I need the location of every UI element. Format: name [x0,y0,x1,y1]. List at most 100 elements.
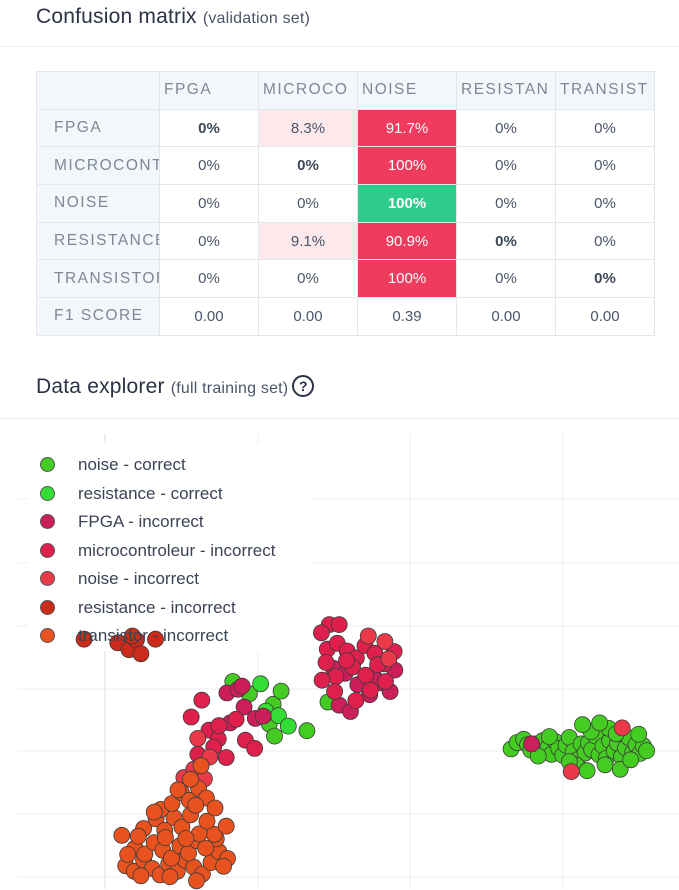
confusion-matrix-f1-row: F1 SCORE 0.00 0.00 0.39 0.00 0.00 [36,297,655,336]
data-explorer-scatter-plot[interactable] [0,419,679,890]
scatter-point[interactable] [313,671,331,689]
scatter-point[interactable] [187,796,205,814]
scatter-point[interactable] [198,812,216,830]
confusion-matrix-title-text: Confusion matrix [36,5,197,28]
scatter-point[interactable] [189,729,207,747]
scatter-point[interactable] [312,624,330,642]
legend-item-noise-incorrect[interactable]: noise - incorrect [38,562,338,591]
scatter-point[interactable] [145,803,163,821]
scatter-point[interactable] [235,698,253,716]
scatter-point[interactable] [596,756,614,774]
scatter-point[interactable] [206,799,224,817]
scatter-point[interactable] [361,681,379,699]
scatter-point[interactable] [638,742,655,760]
scatter-point[interactable] [376,633,394,650]
scatter-point[interactable] [279,717,297,735]
matrix-cell: 90.9% [357,221,457,261]
confusion-matrix-row-resistance: RESISTANCE 0% 9.1% 90.9% 0% 0% [36,221,655,261]
scatter-point[interactable] [161,868,179,886]
column-header-noise: NOISE [357,71,457,110]
legend-item-fpga-incorrect[interactable]: FPGA - incorrect [38,505,338,534]
scatter-point[interactable] [119,845,137,863]
legend-label: FPGA - incorrect [78,512,204,531]
scatter-point[interactable] [327,668,345,685]
scatter-point[interactable] [193,691,211,709]
scatter-point[interactable] [113,826,131,844]
scatter-point[interactable] [177,830,195,847]
scatter-point[interactable] [611,760,629,778]
scatter-point[interactable] [630,725,648,743]
scatter-point[interactable] [162,849,180,867]
scatter-point[interactable] [347,692,365,710]
column-header-transistor: TRANSIST [555,71,655,110]
scatter-point[interactable] [136,845,154,863]
column-header-microcontroleur: MICROCO [258,71,358,110]
scatter-point[interactable] [523,735,540,753]
scatter-point[interactable] [210,717,228,735]
scatter-point[interactable] [197,839,215,857]
scatter-point[interactable] [169,781,187,799]
matrix-cell: 100% [357,146,457,186]
scatter-point[interactable] [338,652,355,670]
matrix-cell: 0% [159,146,259,186]
scatter-point[interactable] [359,627,377,645]
scatter-point[interactable] [377,673,394,690]
scatter-point[interactable] [613,719,631,737]
scatter-point[interactable] [246,739,264,757]
scatter-point[interactable] [326,683,344,700]
legend-marker [40,457,55,472]
legend-marker [40,571,55,586]
scatter-point[interactable] [227,710,245,728]
confusion-matrix-title: Confusion matrix (validation set) [36,5,310,29]
scatter-point[interactable] [272,682,290,700]
legend-item-resistance-correct[interactable]: resistance - correct [38,477,338,506]
scatter-point[interactable] [132,645,150,663]
scatter-point[interactable] [132,867,150,885]
scatter-point[interactable] [182,708,200,726]
scatter-point[interactable] [574,716,591,734]
scatter-point[interactable] [298,722,316,740]
scatter-point[interactable] [591,714,609,732]
scatter-point[interactable] [317,653,335,671]
row-header-microcontroleur: MICROCONT [36,146,160,186]
matrix-cell: 0% [555,108,655,148]
data-explorer-subtitle: (full training set) [170,380,289,397]
legend-item-resistance-incorrect[interactable]: resistance - incorrect [38,591,338,620]
scatter-point[interactable] [357,666,375,684]
scatter-point[interactable] [380,650,398,668]
legend-item-transistor-incorrect[interactable]: transistor - incorrect [38,619,338,648]
legend-background [28,443,313,651]
scatter-point[interactable] [233,677,251,695]
legend-item-noise-correct[interactable]: noise - correct [38,448,338,477]
scatter-point[interactable] [622,751,640,769]
scatter-point[interactable] [147,630,164,648]
scatter-point[interactable] [330,616,348,634]
scatter-point[interactable] [75,630,93,648]
scatter-point[interactable] [254,707,272,725]
scatter-point[interactable] [541,728,558,746]
scatter-point[interactable] [182,770,199,788]
legend-marker [40,599,55,615]
matrix-cell: 0% [456,184,556,223]
legend-item-microcontroleur-incorrect[interactable]: microcontroleur - incorrect [38,534,338,563]
scatter-point[interactable] [562,763,580,781]
scatter-point[interactable] [217,817,235,835]
row-header-noise: NOISE [36,184,160,223]
matrix-cell: 0% [159,108,259,148]
matrix-cell: 0% [456,221,556,261]
scatter-point[interactable] [578,762,596,780]
scatter-legend: noise - correct resistance - correct FPG… [38,448,338,648]
scatter-point[interactable] [217,749,235,766]
legend-marker [40,514,55,529]
matrix-cell: 0% [258,184,358,223]
scatter-point[interactable] [129,827,147,845]
scatter-point[interactable] [266,727,283,745]
scatter-point[interactable] [192,757,210,775]
scatter-point[interactable] [252,675,270,693]
scatter-point[interactable] [215,857,233,875]
question-circle-icon[interactable]: ? [292,375,315,397]
scatter-point[interactable] [156,829,174,847]
scatter-point[interactable] [188,872,205,890]
confusion-matrix-row-microcontroleur: MICROCONT 0% 0% 100% 0% 0% [36,146,655,186]
scatter-point[interactable] [123,627,141,645]
